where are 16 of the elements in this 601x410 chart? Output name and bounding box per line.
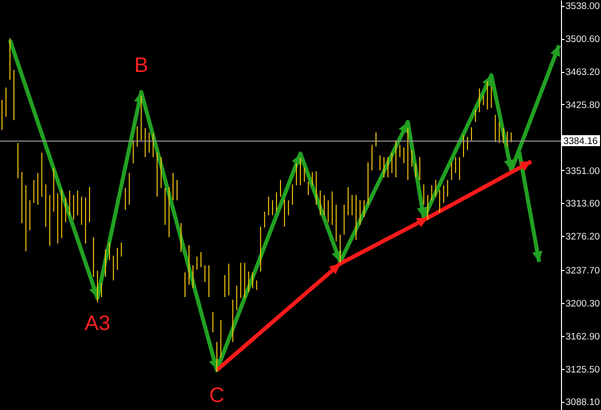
annotation: C [209,384,224,408]
y-tick-label: 3313.60 [566,198,600,210]
annotation: B [134,54,148,77]
y-tick-label: 3200.30 [566,298,600,310]
annotation: A3 [84,312,110,335]
y-tick-label: 3538.00 [566,1,600,12]
y-tick-label: 3088.10 [566,397,600,408]
y-tick-label: 3162.90 [566,331,600,342]
y-tick-label: 3500.60 [566,34,600,46]
y-tick-label: 3351.00 [566,166,600,177]
y-tick-label: 3125.50 [566,364,600,376]
y-tick-label: 3237.70 [566,266,600,277]
y-tick-label: 3425.80 [566,100,600,111]
y-tick-label: 3463.20 [566,67,600,78]
y-tick-label: 3276.20 [566,232,600,243]
ref-line-label: 3384.16 [563,136,598,148]
